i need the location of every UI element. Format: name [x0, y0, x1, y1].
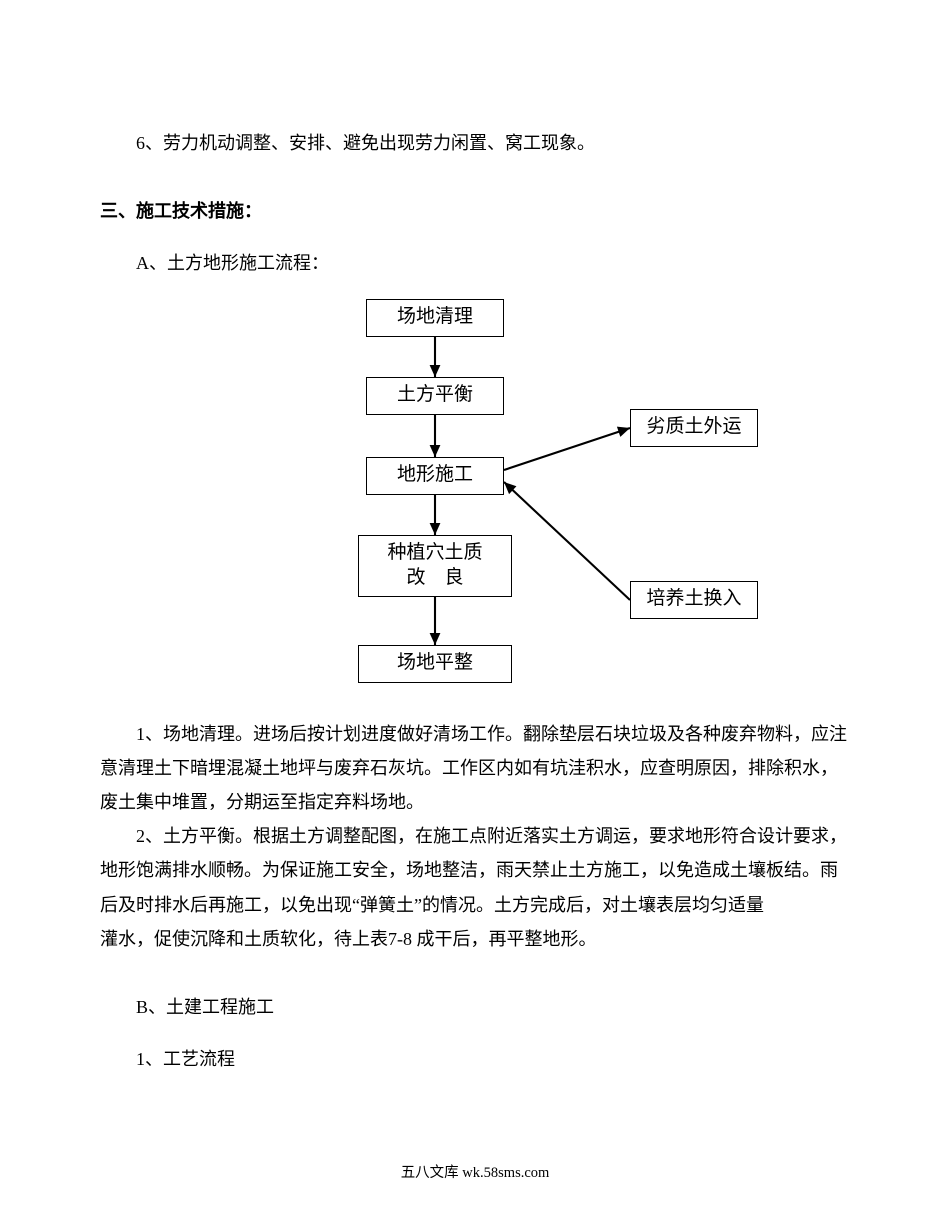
earthwork-flowchart: 场地清理土方平衡地形施工种植穴土质改 良场地平整 劣质土外运培养土换入 — [260, 299, 760, 709]
line-item-6: 6、劳力机动调整、安排、避免出现劳力闲置、窝工现象。 — [100, 126, 850, 160]
subheading-b: B、土建工程施工 — [100, 990, 850, 1024]
flowchart-node-n1: 场地清理 — [366, 299, 504, 337]
flowchart-node-n2: 土方平衡 — [366, 377, 504, 415]
body-paragraphs: 1、场地清理。进场后按计划进度做好清场工作。翻除垫层石块垃圾及各种废弃物料，应注… — [100, 717, 850, 956]
flowchart-node-n3: 地形施工 — [366, 457, 504, 495]
flowchart-node-n7: 培养土换入 — [630, 581, 758, 619]
flowchart-node-n6: 劣质土外运 — [630, 409, 758, 447]
paragraph-1: 1、场地清理。进场后按计划进度做好清场工作。翻除垫层石块垃圾及各种废弃物料，应注… — [100, 717, 850, 820]
subheading-a: A、土方地形施工流程： — [100, 246, 850, 280]
paragraph-2a: 2、土方平衡。根据土方调整配图，在施工点附近落实土方调运，要求地形符合设计要求，… — [100, 819, 850, 922]
document-page: 6、劳力机动调整、安排、避免出现劳力闲置、窝工现象。 三、施工技术措施： A、土… — [0, 0, 950, 1230]
section-heading-3: 三、施工技术措施： — [100, 194, 850, 228]
subheading-b-1: 1、工艺流程 — [100, 1042, 850, 1076]
page-footer: 五八文库 wk.58sms.com — [0, 1160, 950, 1188]
section-b: B、土建工程施工 1、工艺流程 — [100, 990, 850, 1076]
flowchart-node-n5: 场地平整 — [358, 645, 512, 683]
paragraph-2b: 灌水，促使沉降和土质软化，待上表7-8 成干后，再平整地形。 — [100, 922, 850, 956]
flowchart-node-n4: 种植穴土质改 良 — [358, 535, 512, 597]
